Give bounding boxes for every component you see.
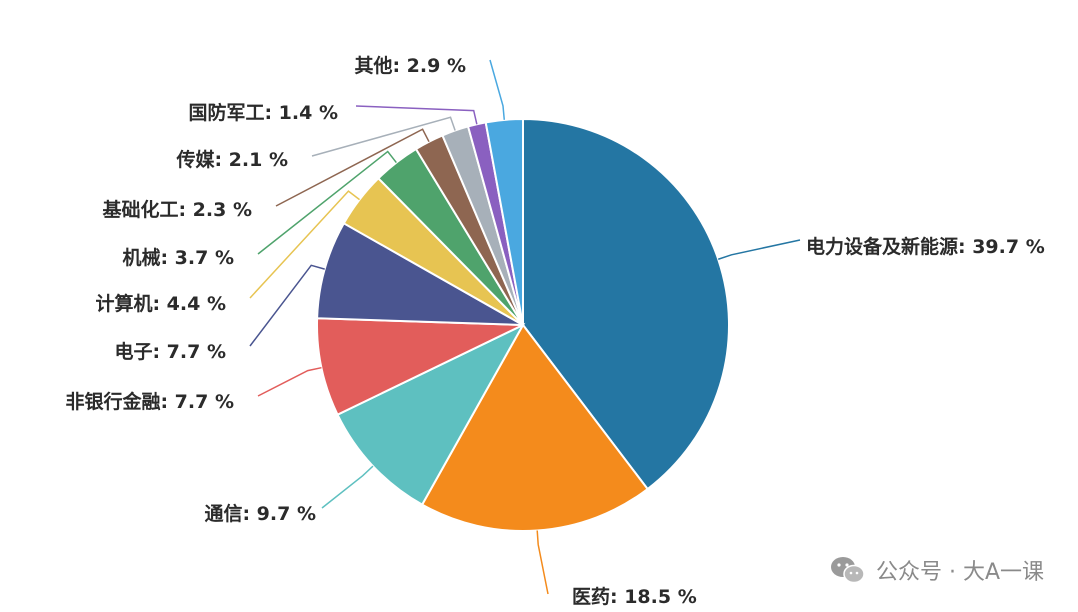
slice-label: 计算机: 4.4 % <box>95 292 226 315</box>
leader-line <box>275 128 430 207</box>
pie-slice <box>522 117 730 491</box>
slice-label: 传媒: 2.1 % <box>175 148 288 171</box>
watermark: 公众号 · 大A一课 <box>830 554 1044 586</box>
slice-label: 国防军工: 1.4 % <box>188 101 338 124</box>
slice-labels: 电力设备及新能源: 39.7 % 医药: 18.5 % 通信: 9.7 % 非银行金融… <box>65 54 1044 608</box>
leader-line <box>257 366 322 397</box>
leader-line <box>321 465 374 509</box>
leader-line <box>355 105 478 125</box>
pie-slice <box>316 221 524 326</box>
pie-slices <box>316 117 730 532</box>
pie-slice <box>336 322 526 506</box>
leader-line <box>536 530 549 595</box>
slice-label: 通信: 9.7 % <box>204 502 316 525</box>
leader-line <box>717 239 801 260</box>
pie-slice <box>484 117 524 326</box>
slice-label: 电子: 7.7 % <box>114 340 226 363</box>
slice-label: 非银行金融: 7.7 % <box>65 390 234 413</box>
leader-line <box>489 59 506 120</box>
slice-label: 基础化工: 2.3 % <box>101 198 252 221</box>
slice-label: 电力设备及新能源: 39.7 % <box>806 235 1045 258</box>
leader-lines <box>249 59 801 595</box>
leader-line <box>257 150 397 255</box>
watermark-text: 公众号 · 大A一课 <box>875 560 1044 585</box>
leader-line <box>249 190 361 299</box>
pie-slice <box>420 323 650 532</box>
slice-label: 医药: 18.5 % <box>572 585 697 608</box>
slice-label: 其他: 2.9 % <box>354 54 466 77</box>
slice-label: 机械: 3.7 % <box>122 246 234 269</box>
wechat-icon <box>830 557 865 584</box>
leader-line <box>249 264 325 347</box>
pie-slice <box>316 317 524 417</box>
leader-line <box>311 116 456 157</box>
